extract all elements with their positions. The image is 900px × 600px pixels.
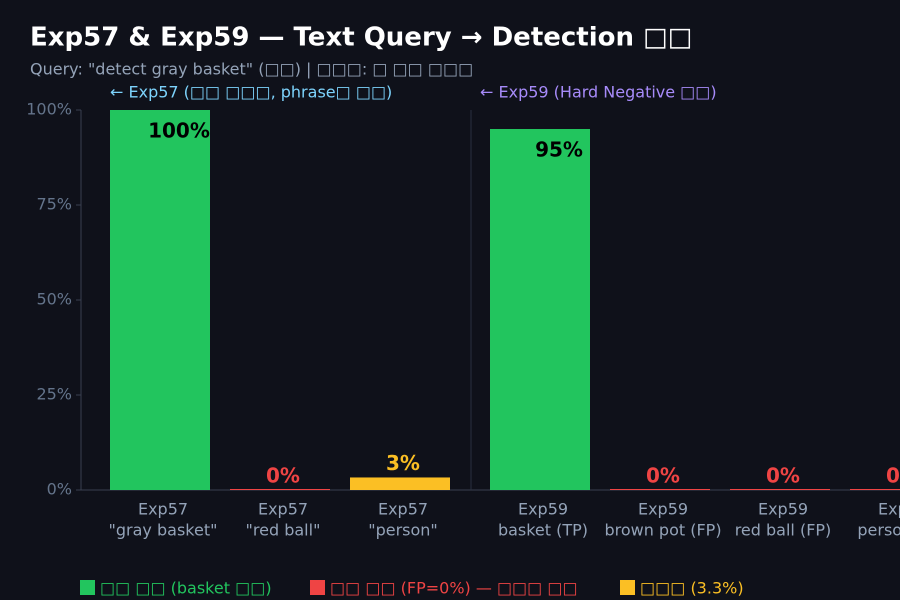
- bar: [110, 110, 210, 490]
- legend-swatch: [620, 580, 635, 595]
- x-tick-label: basket (TP): [498, 521, 588, 540]
- bar: [730, 489, 830, 490]
- value-label: 0%: [266, 464, 300, 488]
- x-tick-label: Exp59: [638, 500, 688, 519]
- legend-label: □□ □□ (basket □□): [100, 579, 272, 598]
- legend-swatch: [310, 580, 325, 595]
- chart-subtitle: Query: "detect gray basket" (□□) | □□□: …: [30, 60, 473, 79]
- bar: [490, 129, 590, 490]
- y-tick-label: 100%: [26, 100, 72, 119]
- bar: [230, 489, 330, 490]
- annotation: ← Exp59 (Hard Negative □□): [480, 83, 717, 102]
- x-tick-label: red ball (FP): [735, 521, 832, 540]
- legend-swatch: [80, 580, 95, 595]
- x-tick-label: "person": [368, 521, 438, 540]
- x-tick-label: "red ball": [246, 521, 321, 540]
- bar: [610, 489, 710, 490]
- y-tick-label: 75%: [36, 195, 72, 214]
- x-tick-label: Exp57: [378, 500, 428, 519]
- bar: [350, 477, 450, 490]
- x-tick-label: Exp57: [258, 500, 308, 519]
- annotation: ← Exp57 (□□ □□□, phrase□ □□): [110, 83, 392, 102]
- x-tick-label: "gray basket": [109, 521, 218, 540]
- y-tick-label: 0%: [47, 480, 72, 499]
- chart-title: Exp57 & Exp59 — Text Query → Detection □…: [30, 23, 692, 53]
- value-label: 95%: [535, 138, 583, 162]
- legend-label: □□ □□ (FP=0%) — □□□ □□: [330, 579, 578, 598]
- value-label: 0%: [646, 464, 680, 488]
- value-label: 3%: [386, 451, 420, 475]
- y-tick-label: 25%: [36, 385, 72, 404]
- x-tick-label: person (FP): [857, 521, 900, 540]
- bar: [850, 489, 900, 490]
- value-label: 100%: [148, 119, 210, 143]
- legend-label: □□□ (3.3%): [640, 579, 744, 598]
- x-tick-label: Exp59: [518, 500, 568, 519]
- x-tick-label: Exp59: [878, 500, 900, 519]
- y-tick-label: 50%: [36, 290, 72, 309]
- value-label: 0%: [766, 464, 800, 488]
- value-label: 0%: [886, 464, 900, 488]
- x-tick-label: brown pot (FP): [604, 521, 721, 540]
- x-tick-label: Exp57: [138, 500, 188, 519]
- x-tick-label: Exp59: [758, 500, 808, 519]
